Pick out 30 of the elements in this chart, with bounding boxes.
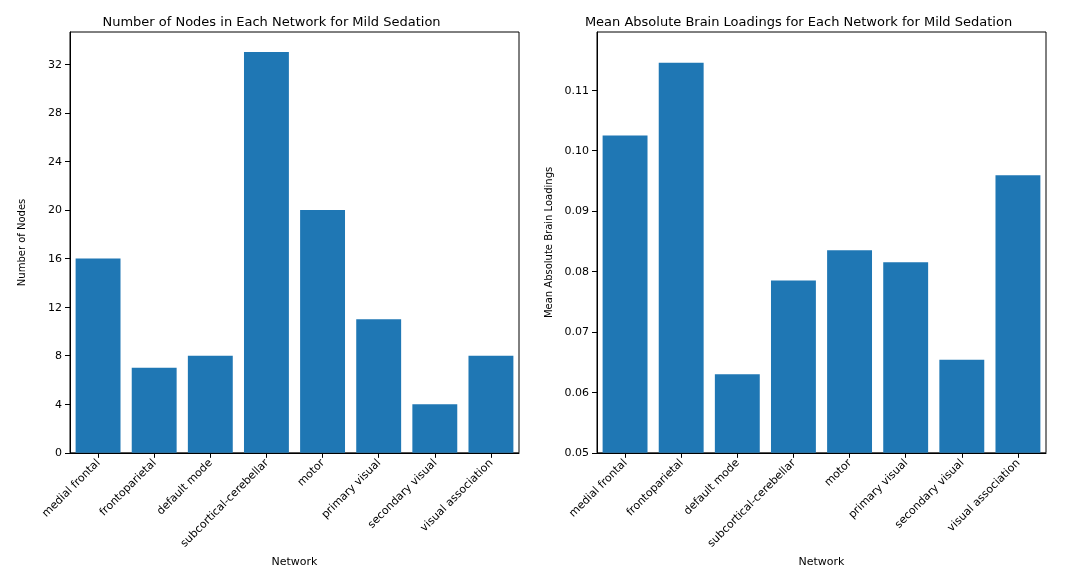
y-tick-label: 0.09: [564, 204, 589, 218]
bar: [412, 404, 458, 453]
y-tick-label: 0.05: [564, 446, 589, 460]
y-tick-label: 4: [55, 397, 62, 411]
bar: [356, 319, 402, 453]
chart-title: Mean Absolute Brain Loadings for Each Network for Mild Sedation: [584, 14, 1013, 29]
y-tick-label: 28: [48, 106, 62, 120]
y-tick-label: 12: [48, 300, 62, 314]
bar: [243, 52, 289, 453]
bar: [187, 355, 233, 453]
y-tick-label: 32: [48, 57, 62, 71]
x-axis-title: Network: [798, 555, 846, 568]
y-tick-label: 0.10: [564, 144, 589, 158]
y-tick-label: 16: [48, 252, 62, 266]
y-tick-label: 0.06: [564, 385, 589, 399]
bar: [131, 367, 177, 453]
y-tick-label: 24: [48, 154, 62, 168]
y-tick-label: 20: [48, 203, 62, 217]
y-tick-label: 0.08: [564, 264, 589, 278]
y-tick-label: 0.11: [564, 83, 589, 97]
y-tick-label: 8: [55, 349, 62, 363]
y-tick-label: 0: [55, 446, 62, 460]
bar: [300, 209, 346, 453]
bar: [75, 258, 121, 453]
x-axis-title: Network: [271, 555, 319, 568]
y-axis-title: Number of Nodes: [15, 198, 27, 287]
chart-title: Number of Nodes in Each Network for Mild Sedation: [102, 14, 441, 29]
bar: [468, 355, 514, 453]
y-tick-label: 0.07: [564, 325, 589, 339]
y-axis-title: Mean Absolute Brain Loadings: [542, 166, 554, 319]
